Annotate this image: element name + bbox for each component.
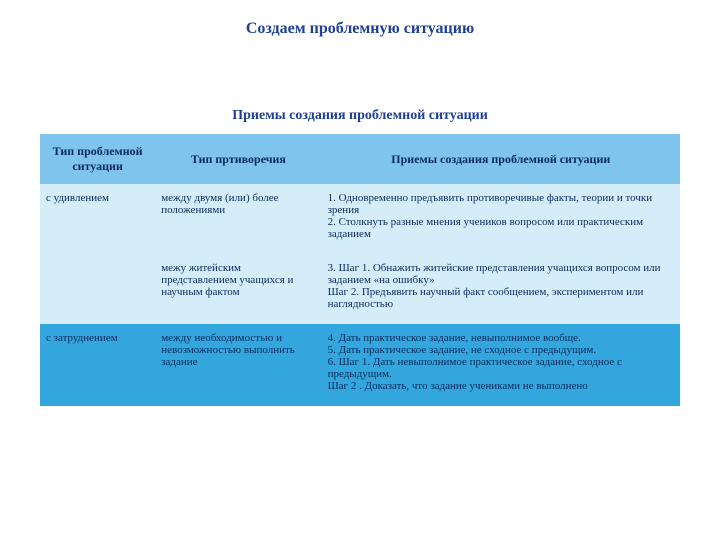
cell-contradiction: между необходимостью и невозможностью вы…	[155, 324, 321, 406]
cell-contradiction: между двумя (или) более положениями	[155, 184, 321, 254]
cell-type	[40, 254, 155, 324]
table-header-row: Тип проблемной ситуации Тип пртиворечия …	[40, 134, 680, 184]
cell-type: с удивлением	[40, 184, 155, 254]
table-row: с затруднениеммежду необходимостью и нев…	[40, 324, 680, 406]
slide-container: Создаем проблемную ситуацию Приемы созда…	[0, 0, 720, 406]
th-method: Приемы создания проблемной ситуации	[322, 134, 680, 184]
th-contradiction: Тип пртиворечия	[155, 134, 321, 184]
sub-title: Приемы создания проблемной ситуации	[40, 108, 680, 124]
main-title: Создаем проблемную ситуацию	[40, 20, 680, 38]
cell-type: с затруднением	[40, 324, 155, 406]
table-body: с удивлениеммежду двумя (или) более поло…	[40, 184, 680, 406]
cell-method: 4. Дать практическое задание, невыполним…	[322, 324, 680, 406]
cell-method: 1. Одновременно предъявить противоречивы…	[322, 184, 680, 254]
table-row: с удивлениеммежду двумя (или) более поло…	[40, 184, 680, 254]
cell-contradiction: межу житейским представлением учащихся и…	[155, 254, 321, 324]
cell-method: 3. Шаг 1. Обнажить житейские представлен…	[322, 254, 680, 324]
methods-table: Тип проблемной ситуации Тип пртиворечия …	[40, 134, 680, 406]
th-type: Тип проблемной ситуации	[40, 134, 155, 184]
table-row: межу житейским представлением учащихся и…	[40, 254, 680, 324]
